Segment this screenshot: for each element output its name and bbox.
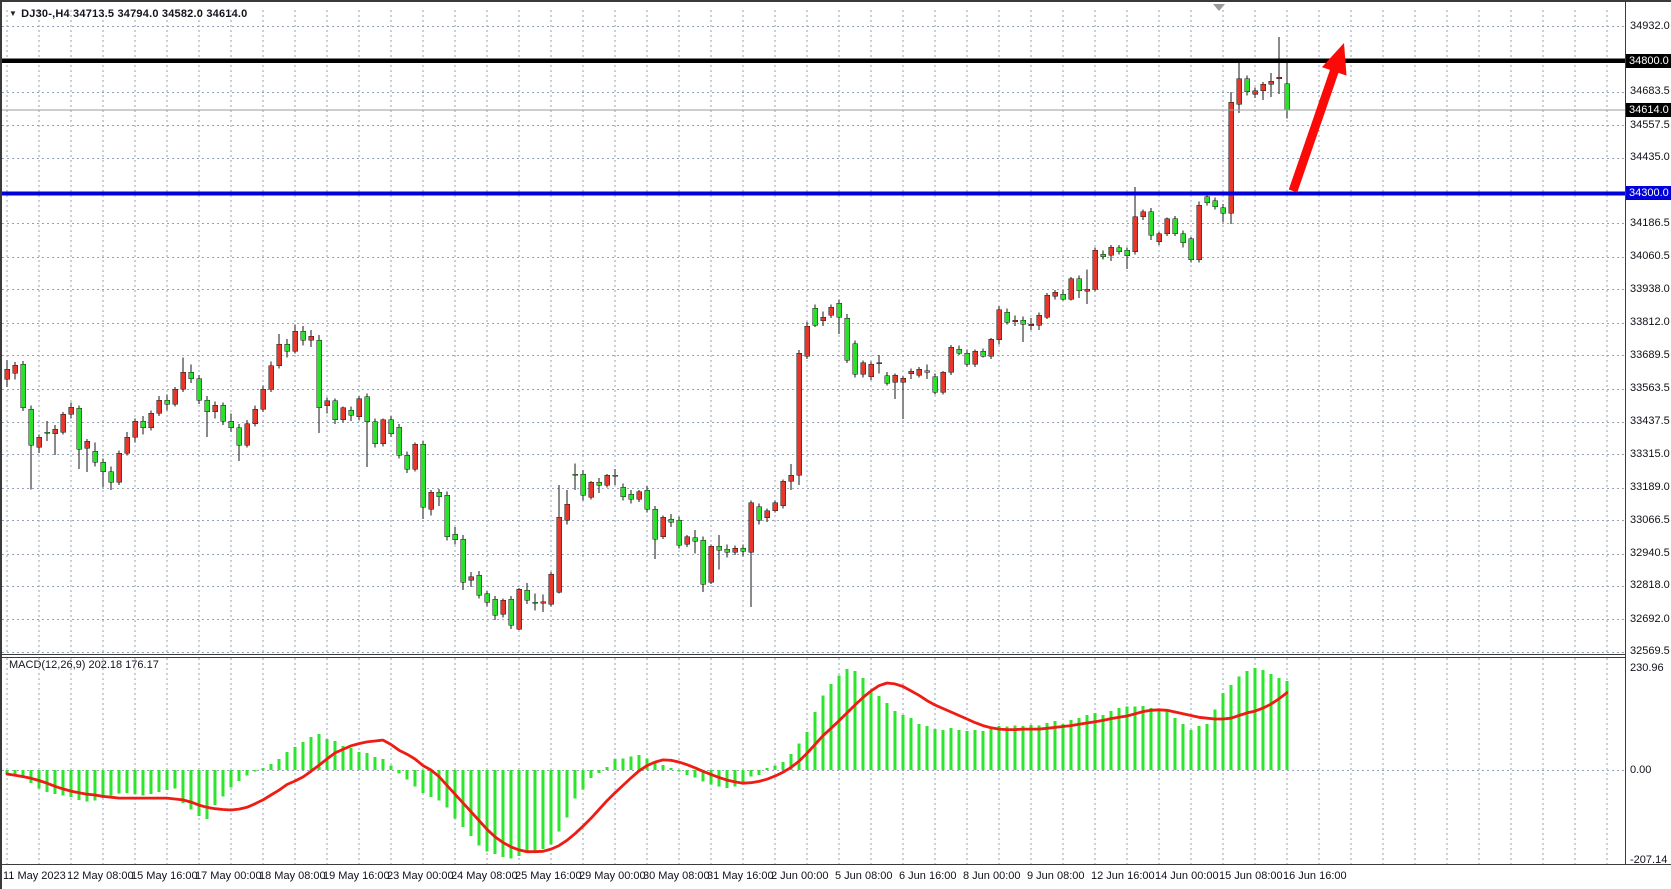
date-label: 29 May 00:00: [579, 870, 646, 882]
chevron-down-icon[interactable]: ▼: [9, 9, 18, 18]
price-axis-label: 32940.5: [1630, 547, 1670, 560]
price-axis-label: 34435.0: [1630, 151, 1670, 164]
date-label: 9 Jun 08:00: [1027, 870, 1085, 882]
axis-frame: [2, 2, 1671, 865]
chart-shift-marker-icon[interactable]: [1213, 4, 1225, 11]
price-axis-label: 34557.5: [1630, 118, 1670, 131]
price-axis-label: 34060.5: [1630, 250, 1670, 263]
macd-axis-label: 230.96: [1630, 662, 1664, 675]
date-label: 12 May 08:00: [67, 870, 134, 882]
pane-separator[interactable]: [2, 654, 1671, 658]
date-label: 15 Jun 08:00: [1219, 870, 1283, 882]
price-axis-label: 33812.0: [1630, 316, 1670, 329]
candles: [4, 37, 1290, 631]
price-axis-label: 33437.5: [1630, 415, 1670, 428]
date-label: 17 May 00:00: [195, 870, 262, 882]
time-axis[interactable]: [2, 865, 1671, 889]
symbol-ohlc-header: ▼ DJ30-,H4 34713.5 34794.0 34582.0 34614.…: [9, 8, 247, 20]
price-line-tag[interactable]: 34300.0: [1626, 186, 1671, 201]
date-label: 14 Jun 00:00: [1155, 870, 1219, 882]
macd-histogram: [5, 668, 1289, 859]
price-axis-label: 34186.5: [1630, 216, 1670, 229]
price-axis-label: 32692.0: [1630, 612, 1670, 625]
date-label: 30 May 08:00: [643, 870, 710, 882]
price-axis-label: 34932.0: [1630, 19, 1670, 32]
current-price-line[interactable]: [2, 109, 1625, 111]
vertical-gridlines: [6, 10, 1608, 864]
horizontal-gridlines: [2, 26, 1625, 771]
date-label: 24 May 08:00: [451, 870, 518, 882]
symbol-ohlc-text: DJ30-,H4 34713.5 34794.0 34582.0 34614.0: [21, 8, 248, 20]
price-axis-label: 34683.5: [1630, 85, 1670, 98]
price-axis-label: 33189.0: [1630, 481, 1670, 494]
price-axis-label: 32569.5: [1630, 645, 1670, 658]
date-label: 16 Jun 16:00: [1283, 870, 1347, 882]
date-label: 19 May 16:00: [323, 870, 390, 882]
price-axis[interactable]: [1626, 2, 1671, 864]
price-axis-label: 33563.5: [1630, 382, 1670, 395]
date-label: 6 Jun 16:00: [899, 870, 957, 882]
date-label: 5 Jun 08:00: [835, 870, 893, 882]
date-label: 12 Jun 16:00: [1091, 870, 1155, 882]
date-label: 15 May 16:00: [131, 870, 198, 882]
date-label: 23 May 00:00: [387, 870, 454, 882]
macd-axis-label: -207.14: [1630, 854, 1668, 867]
price-axis-label: 33066.5: [1630, 513, 1670, 526]
date-label: 11 May 2023: [3, 870, 66, 882]
price-axis-label: 33689.5: [1630, 348, 1670, 361]
price-axis-label: 32818.0: [1630, 579, 1670, 592]
support-line[interactable]: [2, 191, 1625, 196]
price-line-tag[interactable]: 34614.0: [1626, 103, 1671, 118]
macd-indicator-label: MACD(12,26,9) 202.18 176.17: [9, 659, 159, 671]
trend-arrow[interactable]: [1288, 43, 1347, 193]
date-label: 25 May 16:00: [515, 870, 582, 882]
date-label: 31 May 16:00: [707, 870, 774, 882]
date-label: 8 Jun 00:00: [963, 870, 1021, 882]
macd-axis-label: 0.00: [1630, 763, 1652, 776]
price-axis-label: 33315.0: [1630, 447, 1670, 460]
resistance-line[interactable]: [2, 58, 1625, 64]
date-label: 18 May 08:00: [259, 870, 326, 882]
price-axis-label: 33938.0: [1630, 282, 1670, 295]
date-label: 2 Jun 00:00: [771, 870, 829, 882]
macd-signal-line: [5, 681, 1289, 854]
price-line-tag[interactable]: 34800.0: [1626, 53, 1671, 68]
